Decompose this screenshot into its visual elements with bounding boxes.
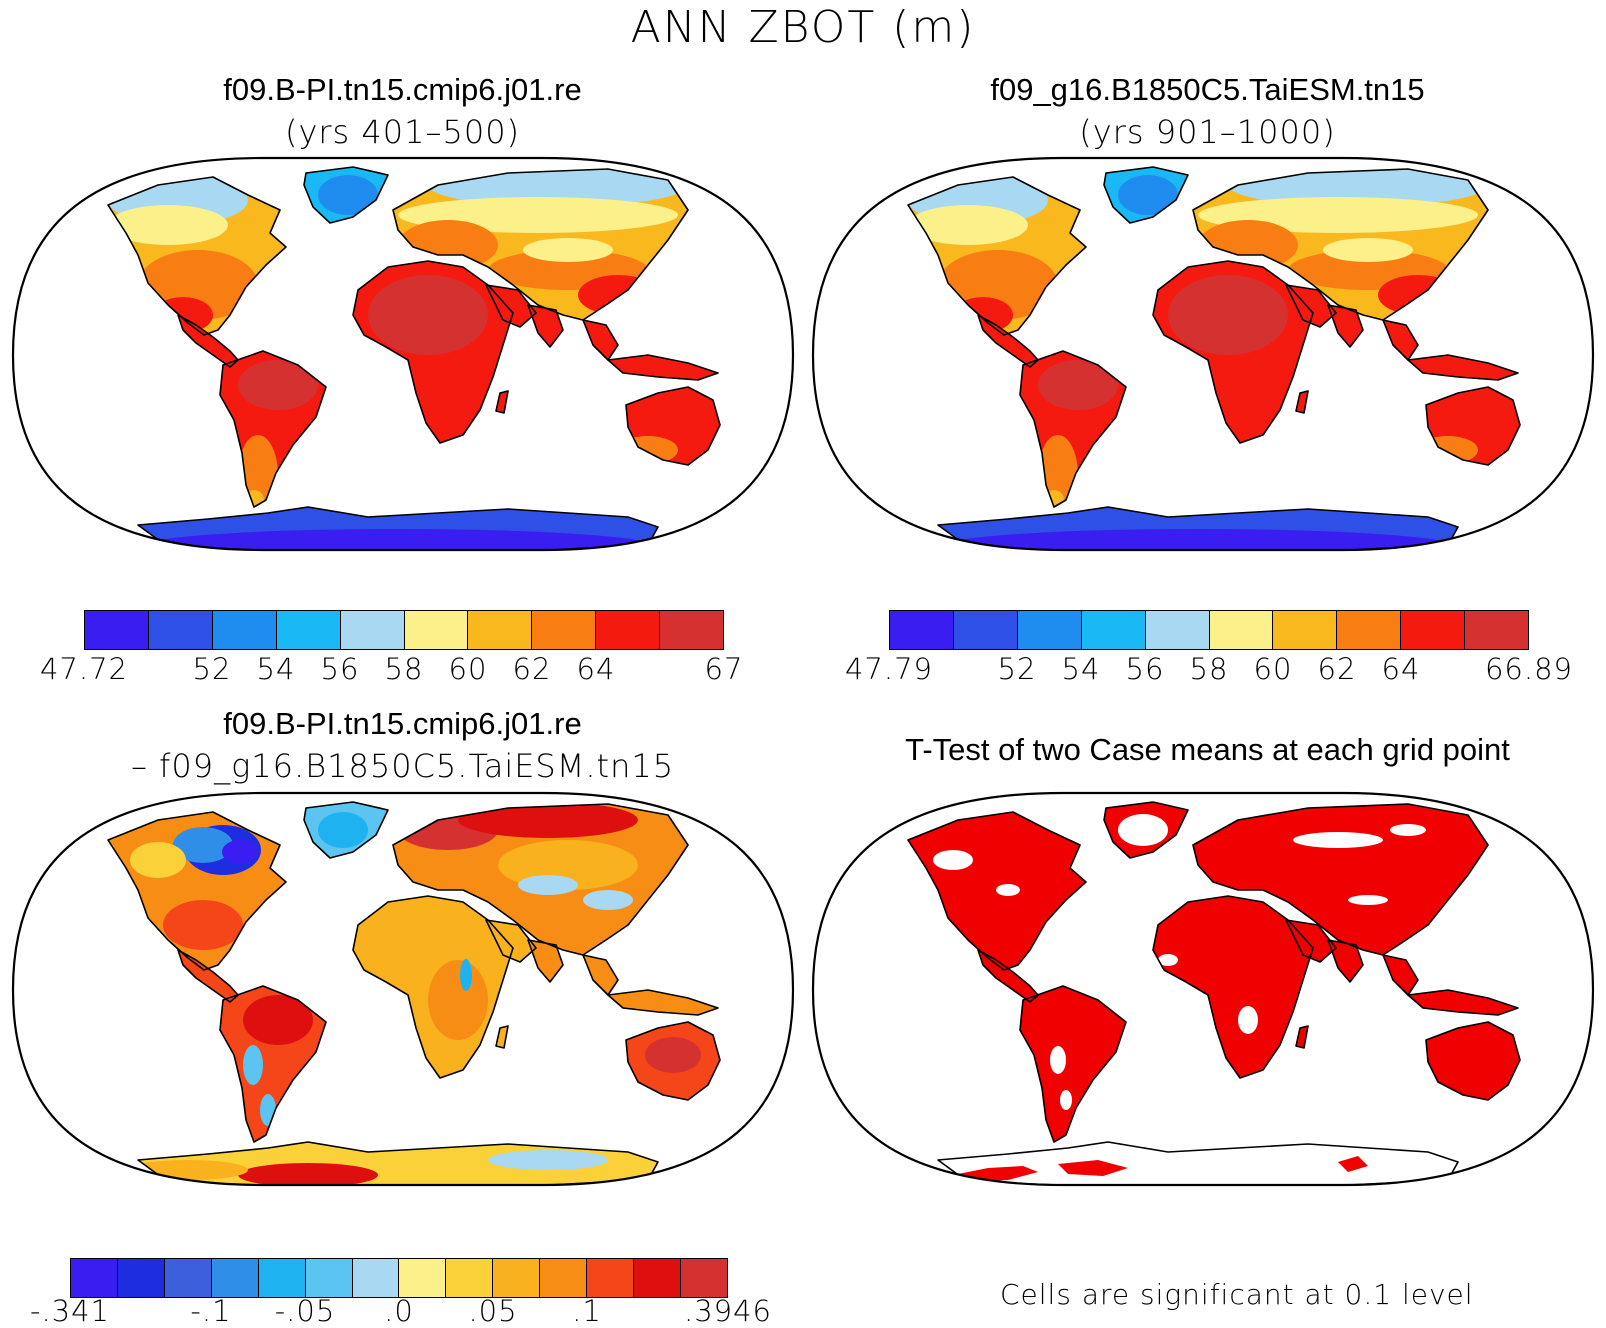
colorbar-box [1465,611,1529,649]
colorbar-box [587,1259,635,1297]
map-case2 [811,156,1595,552]
land-africa [1153,896,1313,1078]
map-ttest [811,791,1595,1187]
panel3-title: f09.B-PI.tn15.cmip6.j01.re [223,706,582,741]
land-seAsia [1383,320,1418,360]
colorbar-box [1145,611,1210,649]
colorbar-tick-label: -.05 [274,1294,336,1328]
colorbar-tick-label: 66.89 [1484,652,1574,686]
land-centralAmerica [178,315,238,367]
land-seAsia [583,320,618,360]
colorbar-case1 [84,610,724,650]
colorbar-box [117,1259,165,1297]
land-europeAsia [1193,804,1488,955]
colorbar-box [660,611,724,649]
land-india [528,940,563,982]
colorbar-box [468,611,533,649]
colorbar-box [890,611,954,649]
land-arabia [486,920,536,962]
colorbar-tick-label: 62 [512,652,552,686]
colorbar-difference [70,1258,728,1298]
map-difference [11,791,795,1187]
colorbar-tick-label: .3946 [683,1294,773,1328]
colorbar-box [71,1259,118,1297]
panel1-subtitle: (yrs 401–500) [284,113,521,151]
colorbar-box [211,1259,259,1297]
colorbar-tick-label: 52 [997,652,1037,686]
colorbar-box [399,1259,447,1297]
colorbar-box [596,611,661,649]
land-india [1328,305,1363,347]
colorbar-tick-label: 54 [1061,652,1101,686]
colorbar-tick-label: 67 [704,652,744,686]
colorbar-tick-label: 64 [576,652,616,686]
colorbar-case2-labels: 47.79 52 54 56 58 60 62 64 66.89 [845,652,1572,688]
land-arabia [1286,920,1336,962]
colorbar-tick-label: 56 [1125,652,1165,686]
colorbar-tick-label: -.341 [29,1294,111,1328]
colorbar-box [404,611,469,649]
land-seAsia [583,955,618,995]
colorbar-tick-label: -.1 [190,1294,232,1328]
land-centralAmerica [978,315,1038,367]
colorbar-box [634,1259,681,1297]
colorbar-box [1401,611,1466,649]
colorbar-tick-label: .1 [572,1294,602,1328]
land-southAmerica [1020,986,1126,1142]
colorbar-case1-labels: 47.72 52 54 56 58 60 62 64 67 [40,652,742,688]
colorbar-box [953,611,1018,649]
land-centralAmerica [178,950,238,1002]
colorbar-box [1081,611,1146,649]
colorbar-box [352,1259,400,1297]
colorbar-tick-label: 60 [448,652,488,686]
land-india [1328,940,1363,982]
panel2-subtitle: (yrs 901–1000) [1079,113,1336,151]
colorbar-tick-label: 64 [1381,652,1421,686]
colorbar-tick-label: 58 [1189,652,1229,686]
colorbar-tick-label: 58 [384,652,424,686]
colorbar-box [446,1259,494,1297]
land-centralAmerica [978,950,1038,1002]
colorbar-case2 [889,610,1529,650]
colorbar-tick-label: 60 [1253,652,1293,686]
colorbar-box [164,1259,212,1297]
colorbar-box [1337,611,1402,649]
colorbar-tick-label: .0 [384,1294,414,1328]
colorbar-box [1017,611,1082,649]
colorbar-box [340,611,405,649]
colorbar-box [532,611,597,649]
colorbar-tick-label: 47.79 [844,652,934,686]
colorbar-box [540,1259,588,1297]
colorbar-box [493,1259,541,1297]
figure-title: ANN ZBOT (m) [630,2,976,53]
map-case1 [11,156,795,552]
colorbar-tick-label: 54 [256,652,296,686]
panel2-title: f09_g16.B1850C5.TaiESM.tn15 [990,72,1425,107]
panel1-title: f09.B-PI.tn15.cmip6.j01.re [223,72,582,107]
panel4-title: T-Test of two Case means at each grid po… [905,732,1510,767]
colorbar-tick-label: 52 [192,652,232,686]
colorbar-box [680,1259,727,1297]
colorbar-difference-labels: -.341 -.1 -.05 .0 .05 .1 .3946 [30,1294,771,1328]
land-arabia [1286,285,1336,327]
colorbar-tick-label: .05 [468,1294,518,1328]
colorbar-box [258,1259,306,1297]
colorbar-box [85,611,149,649]
panel3-subtitle: – f09_g16.B1850C5.TaiESM.tn15 [130,747,675,785]
colorbar-box [148,611,213,649]
significance-footnote: Cells are significant at 0.1 level [1000,1278,1474,1311]
colorbar-tick-label: 62 [1317,652,1357,686]
land-arabia [486,285,536,327]
colorbar-tick-label: 47.72 [39,652,129,686]
land-antarctica [938,1142,1458,1185]
land-seAsia [1383,955,1418,995]
colorbar-tick-label: 56 [320,652,360,686]
colorbar-box [305,1259,353,1297]
land-australia [1426,1022,1520,1100]
colorbar-box [212,611,277,649]
colorbar-box [1273,611,1338,649]
colorbar-box [1209,611,1274,649]
colorbar-box [276,611,341,649]
land-india [528,305,563,347]
